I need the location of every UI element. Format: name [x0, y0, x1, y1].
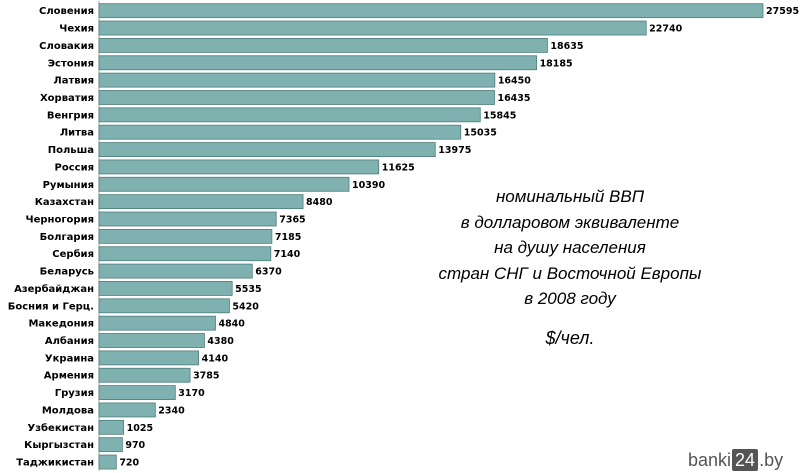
value-label: 5535 — [235, 284, 261, 295]
category-label: Грузия — [55, 388, 94, 399]
value-label: 27595 — [766, 6, 799, 17]
bar-7 — [98, 107, 481, 123]
bar-2 — [98, 20, 647, 36]
bar-25 — [98, 419, 125, 435]
category-label: Россия — [55, 162, 94, 173]
bar-12 — [98, 194, 304, 210]
category-label: Украина — [45, 353, 94, 364]
category-label: Таджикистан — [16, 458, 94, 469]
value-label: 16450 — [498, 76, 531, 87]
category-label: Азербайджан — [14, 283, 94, 295]
watermark-right-text: .by — [759, 449, 784, 470]
bar-16 — [98, 263, 253, 279]
value-label: 11625 — [382, 162, 415, 173]
value-label: 7185 — [275, 232, 301, 243]
bar-23 — [98, 385, 176, 401]
value-label: 15845 — [483, 110, 516, 121]
bar-13 — [98, 211, 277, 227]
value-label: 720 — [119, 458, 139, 469]
bar-17 — [98, 281, 233, 296]
bar-11 — [98, 176, 350, 192]
category-label: Венгрия — [47, 110, 94, 121]
category-label: Болгария — [40, 232, 94, 243]
bar-19 — [98, 315, 216, 331]
bar-20 — [98, 333, 205, 348]
category-label: Литва — [60, 128, 94, 139]
category-label: Словакия — [39, 41, 94, 52]
category-label: Молдова — [42, 405, 94, 416]
title-line-5: в 2008 году — [524, 289, 616, 308]
category-label: Македония — [28, 319, 94, 330]
bar-18 — [98, 298, 230, 314]
value-label: 5420 — [232, 301, 259, 312]
bar-22 — [98, 367, 191, 383]
category-label: Армения — [44, 371, 94, 382]
bar-4 — [98, 55, 537, 71]
value-label: 4380 — [207, 336, 234, 347]
category-label: Узбекистан — [28, 422, 95, 434]
bar-10 — [98, 159, 380, 175]
category-label: Черногория — [26, 215, 94, 226]
bar-27 — [98, 454, 117, 470]
bar-14 — [98, 228, 273, 244]
value-label: 18635 — [550, 41, 583, 52]
category-label: Беларусь — [40, 267, 94, 278]
bar-21 — [98, 350, 200, 366]
value-label: 970 — [125, 440, 145, 451]
bar-26 — [98, 437, 123, 453]
value-label: 15035 — [464, 128, 497, 139]
title-line-1: номинальный ВВП — [495, 187, 645, 206]
value-label: 7365 — [279, 215, 305, 226]
category-label: Польша — [48, 145, 94, 156]
category-label: Босния и Герц. — [8, 301, 94, 312]
category-label: Казахстан — [35, 197, 94, 208]
category-label: Словения — [39, 6, 94, 17]
value-label: 13975 — [438, 145, 471, 156]
title-line-3: на душу населения — [494, 238, 646, 257]
unit-label: $/чел. — [545, 327, 595, 348]
banki24-watermark: banki 24 .by — [688, 449, 783, 471]
value-label: 22740 — [649, 24, 682, 35]
bar-3 — [98, 38, 548, 53]
value-label: 7140 — [274, 249, 301, 260]
value-label: 4840 — [218, 319, 245, 330]
category-label: Сербия — [52, 248, 94, 260]
category-label: Латвия — [53, 76, 94, 87]
bar-15 — [98, 246, 272, 262]
title-line-2: в долларовом эквиваленте — [460, 212, 680, 232]
category-label: Кыргызстан — [24, 440, 94, 451]
chart-title: номинальный ВВП в долларовом эквиваленте… — [420, 184, 720, 351]
category-label: Албания — [45, 335, 94, 347]
category-label: Эстония — [48, 58, 94, 69]
category-label: Румыния — [43, 180, 94, 191]
bar-1 — [98, 3, 764, 19]
watermark-box-text: 24 — [732, 449, 759, 471]
value-label: 6370 — [255, 267, 282, 278]
title-line-4: стран СНГ и Восточной Европы — [438, 263, 702, 283]
bar-8 — [98, 124, 462, 140]
bar-9 — [98, 142, 436, 157]
value-label: 1025 — [127, 423, 153, 434]
bar-5 — [98, 72, 496, 88]
value-label: 8480 — [306, 197, 333, 208]
value-label: 3170 — [178, 388, 205, 399]
category-label: Хорватия — [40, 93, 94, 104]
value-label: 2340 — [158, 405, 185, 416]
value-label: 4140 — [202, 353, 229, 364]
value-label: 18185 — [540, 58, 573, 69]
value-label: 3785 — [193, 371, 219, 382]
bar-6 — [98, 90, 495, 105]
watermark-left-text: banki — [688, 449, 732, 470]
category-label: Чехия — [59, 24, 94, 35]
bar-24 — [98, 402, 156, 418]
value-label: 10390 — [352, 180, 385, 191]
value-label: 16435 — [497, 93, 530, 104]
